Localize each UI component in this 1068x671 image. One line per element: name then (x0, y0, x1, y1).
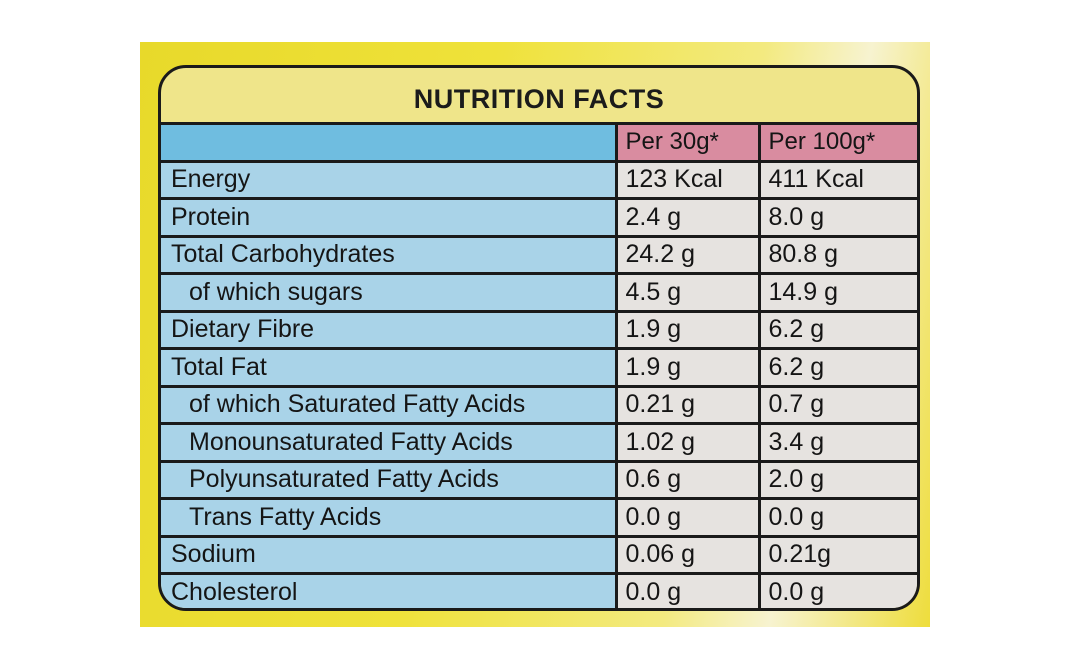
value-per-100g: 2.0 g (757, 459, 917, 499)
nutrition-table: Per 30g* Per 100g* Energy 123 Kcal 411 K… (161, 122, 917, 608)
header-row: Per 30g* Per 100g* (161, 122, 917, 161)
value-per-100g: 0.0 g (757, 497, 917, 536)
value-per-30g: 0.0 g (614, 497, 759, 536)
table-row: Protein 2.4 g 8.0 g (161, 197, 917, 236)
nutrient-label: Total Carbohydrates (161, 234, 616, 274)
nutrient-label: Trans Fatty Acids (161, 497, 616, 536)
nutrient-label: Protein (161, 197, 616, 236)
nutrient-label: Polyunsaturated Fatty Acids (161, 459, 616, 499)
value-per-30g: 4.5 g (614, 272, 759, 311)
value-per-30g: 0.06 g (614, 534, 759, 574)
header-per-30g: Per 30g* (614, 122, 759, 161)
table-row: of which Saturated Fatty Acids 0.21 g 0.… (161, 384, 917, 424)
value-per-100g: 80.8 g (757, 234, 917, 274)
nutrient-label: Cholesterol (161, 572, 616, 608)
value-per-100g: 6.2 g (757, 347, 917, 386)
table-row: Cholesterol 0.0 g 0.0 g (161, 572, 917, 608)
value-per-30g: 24.2 g (614, 234, 759, 274)
nutrition-facts-panel: NUTRITION FACTS Per 30g* Per 100g* Energ… (158, 65, 920, 611)
value-per-30g: 1.9 g (614, 309, 759, 349)
value-per-30g: 1.02 g (614, 422, 759, 461)
table-row: Total Carbohydrates 24.2 g 80.8 g (161, 234, 917, 274)
value-per-100g: 0.0 g (757, 572, 917, 608)
nutrient-label: Total Fat (161, 347, 616, 386)
value-per-30g: 123 Kcal (614, 159, 759, 199)
table-row: Monounsaturated Fatty Acids 1.02 g 3.4 g (161, 422, 917, 461)
nutrient-label: of which sugars (161, 272, 616, 311)
value-per-100g: 0.7 g (757, 384, 917, 424)
table-row: Energy 123 Kcal 411 Kcal (161, 159, 917, 199)
nutrient-label: Energy (161, 159, 616, 199)
value-per-100g: 0.21g (757, 534, 917, 574)
value-per-100g: 8.0 g (757, 197, 917, 236)
nutrient-label: Sodium (161, 534, 616, 574)
value-per-30g: 0.6 g (614, 459, 759, 499)
value-per-100g: 6.2 g (757, 309, 917, 349)
table-row: Sodium 0.06 g 0.21g (161, 534, 917, 574)
value-per-100g: 411 Kcal (757, 159, 917, 199)
table-row: Polyunsaturated Fatty Acids 0.6 g 2.0 g (161, 459, 917, 499)
value-per-30g: 2.4 g (614, 197, 759, 236)
table-row: Trans Fatty Acids 0.0 g 0.0 g (161, 497, 917, 536)
value-per-30g: 0.21 g (614, 384, 759, 424)
value-per-100g: 3.4 g (757, 422, 917, 461)
nutrient-label: Monounsaturated Fatty Acids (161, 422, 616, 461)
table-row: Total Fat 1.9 g 6.2 g (161, 347, 917, 386)
panel-title: NUTRITION FACTS (413, 84, 665, 114)
header-per-100g: Per 100g* (757, 122, 917, 161)
nutrient-label: Dietary Fibre (161, 309, 616, 349)
value-per-30g: 0.0 g (614, 572, 759, 608)
value-per-100g: 14.9 g (757, 272, 917, 311)
value-per-30g: 1.9 g (614, 347, 759, 386)
header-blank (161, 122, 616, 161)
table-row: of which sugars 4.5 g 14.9 g (161, 272, 917, 311)
table-row: Dietary Fibre 1.9 g 6.2 g (161, 309, 917, 349)
nutrient-label: of which Saturated Fatty Acids (161, 384, 616, 424)
